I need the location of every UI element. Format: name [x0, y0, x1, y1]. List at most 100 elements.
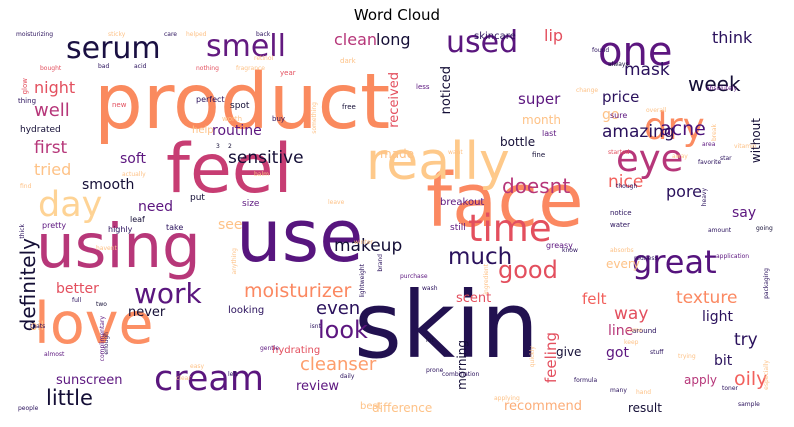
word: serum: [66, 31, 161, 66]
word: look: [318, 316, 368, 344]
word: area: [702, 141, 716, 148]
word-cloud: skin product face use feel using love really one…: [16, 28, 780, 418]
word: toner: [722, 385, 738, 392]
word: trying: [678, 353, 696, 360]
word: way: [614, 304, 649, 324]
word: find: [20, 183, 32, 190]
chart-title: Word Cloud: [353, 6, 441, 24]
word: purchase: [400, 273, 428, 280]
word: ingredient: [483, 264, 490, 295]
word: back: [256, 31, 271, 38]
word: say: [732, 205, 757, 221]
word: doesnt: [502, 174, 571, 198]
word: much: [448, 244, 513, 270]
word: breakout: [440, 197, 485, 208]
word: fine: [532, 151, 546, 159]
word: long: [376, 30, 411, 49]
word: never: [128, 305, 166, 320]
word: great: [632, 243, 717, 281]
word: perfect: [196, 95, 225, 104]
word: brand: [377, 254, 384, 272]
word: away: [672, 153, 688, 160]
word: daily: [340, 373, 355, 380]
word: clean: [334, 30, 378, 49]
word: free: [342, 103, 356, 111]
word: fragrance: [236, 65, 266, 72]
word: especially: [763, 360, 770, 390]
word: nothing: [196, 65, 219, 72]
word: result: [628, 401, 662, 415]
word: found: [592, 47, 610, 54]
word: tried: [34, 160, 72, 179]
word: gentle: [260, 345, 280, 352]
word: though: [616, 183, 638, 190]
word: acne: [660, 118, 706, 140]
word: helped: [186, 31, 207, 38]
word: used: [446, 28, 519, 60]
word: month: [522, 113, 561, 127]
word: last: [542, 129, 557, 138]
word: see: [218, 217, 243, 233]
word: lightweight: [359, 264, 366, 298]
word: lip: [544, 28, 564, 45]
word: put: [190, 193, 205, 203]
word: need: [138, 199, 173, 215]
word: leaf: [130, 215, 145, 224]
word: dark: [340, 57, 356, 65]
word: got: [606, 345, 629, 361]
word: spot: [230, 101, 250, 111]
word: break: [711, 124, 718, 141]
word: full: [72, 297, 82, 304]
word: prone: [426, 367, 444, 374]
word: something: [311, 102, 318, 134]
word: looking: [228, 305, 265, 316]
word: try: [734, 330, 758, 350]
word: water: [610, 221, 630, 229]
word: routine: [212, 123, 262, 139]
word: highly: [108, 225, 133, 234]
word: winter: [354, 239, 373, 246]
word: two: [96, 301, 107, 308]
word: still: [450, 223, 466, 233]
word: around: [632, 327, 657, 335]
word: using: [36, 211, 201, 282]
word: better: [56, 281, 99, 297]
word: first: [34, 138, 68, 158]
word: wash: [422, 285, 438, 292]
word: care: [164, 31, 178, 38]
word: favorite: [698, 159, 722, 166]
word: morning: [455, 340, 469, 390]
word: mask: [624, 60, 670, 80]
word: skincare: [474, 31, 516, 42]
word: definitely: [16, 238, 40, 332]
word: sure: [610, 111, 628, 120]
word: formula: [574, 377, 598, 384]
word: notice: [610, 209, 632, 217]
word: absolutely: [706, 85, 738, 92]
word: review: [296, 379, 339, 394]
word: best: [360, 401, 382, 412]
word: smooth: [82, 177, 135, 193]
word: love: [34, 291, 154, 357]
word: packaging: [763, 268, 770, 299]
word: know: [562, 247, 578, 254]
word: bought: [40, 65, 62, 72]
word: hydrating: [272, 345, 321, 356]
word: lot: [426, 337, 434, 344]
word: change: [576, 87, 599, 94]
word: without: [749, 118, 763, 164]
word: well: [34, 100, 70, 121]
word: difference: [372, 401, 433, 415]
word: havent: [96, 245, 117, 252]
word: take: [166, 223, 184, 232]
word: moisturizer: [244, 280, 352, 302]
word: star: [720, 155, 732, 162]
word: come: [626, 327, 643, 334]
word: redness: [634, 255, 658, 262]
word: think: [712, 28, 753, 47]
word: cleanser: [300, 354, 377, 375]
word: oil: [30, 319, 45, 333]
word: good: [498, 256, 558, 284]
word: line: [608, 323, 634, 339]
word: going: [756, 225, 773, 232]
